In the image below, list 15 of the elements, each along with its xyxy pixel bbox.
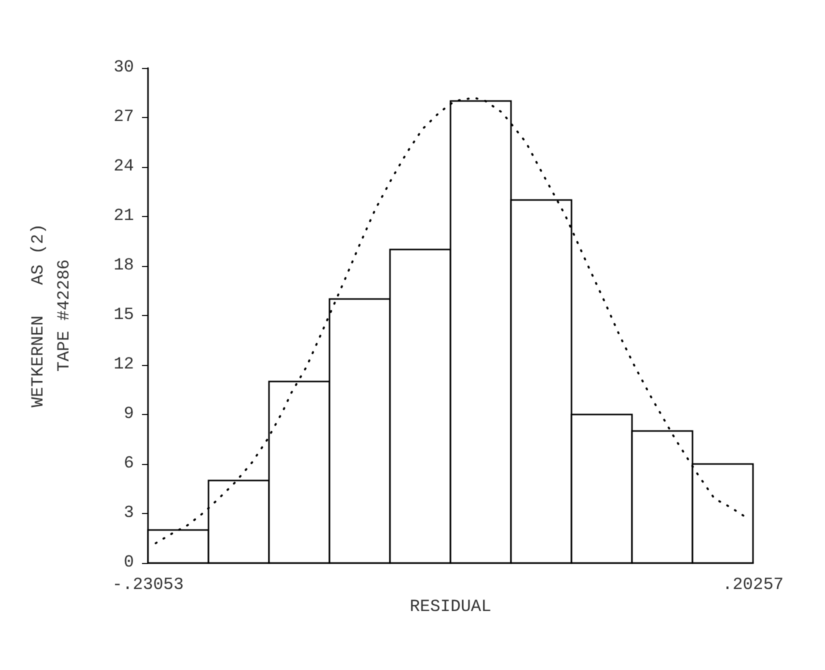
x-axis-title: RESIDUAL — [410, 598, 492, 617]
y-tick-label: 21 — [114, 207, 134, 226]
y-tick-label: 24 — [114, 158, 134, 176]
y-tick-label: 6 — [124, 454, 134, 474]
y-tick-label: 9 — [124, 405, 134, 424]
x-tick-label: -.23053 — [112, 576, 184, 595]
y-tick-label: 18 — [114, 256, 134, 276]
y-axis-title: WETKERNEN AS (2) TAPE #42286 — [30, 224, 74, 408]
y-tick-label: 27 — [114, 108, 134, 127]
y-tick-label: 3 — [124, 504, 134, 523]
y-tick-label: 15 — [114, 306, 134, 325]
y-tick-label: 30 — [114, 58, 134, 78]
y-tick-label: 0 — [124, 554, 134, 572]
x-tick-label: .20257 — [722, 576, 784, 595]
y-tick-label: 12 — [114, 356, 134, 374]
